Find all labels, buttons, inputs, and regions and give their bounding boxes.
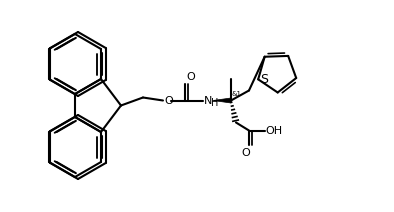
Text: OH: OH	[265, 126, 282, 135]
Text: N: N	[204, 95, 212, 106]
Text: O: O	[186, 71, 195, 81]
Text: O: O	[242, 148, 250, 159]
Text: H: H	[211, 98, 218, 107]
Text: S: S	[260, 73, 268, 86]
Text: &1: &1	[232, 92, 242, 98]
Polygon shape	[213, 98, 231, 103]
Text: O: O	[164, 95, 173, 106]
